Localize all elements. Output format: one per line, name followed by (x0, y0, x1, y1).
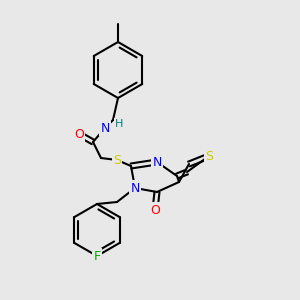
Text: O: O (74, 128, 84, 140)
Text: S: S (205, 149, 213, 163)
Text: N: N (152, 155, 162, 169)
Text: H: H (115, 119, 123, 129)
Text: N: N (100, 122, 110, 134)
Text: S: S (113, 154, 121, 166)
Text: F: F (93, 250, 100, 262)
Text: O: O (150, 203, 160, 217)
Text: N: N (130, 182, 140, 194)
